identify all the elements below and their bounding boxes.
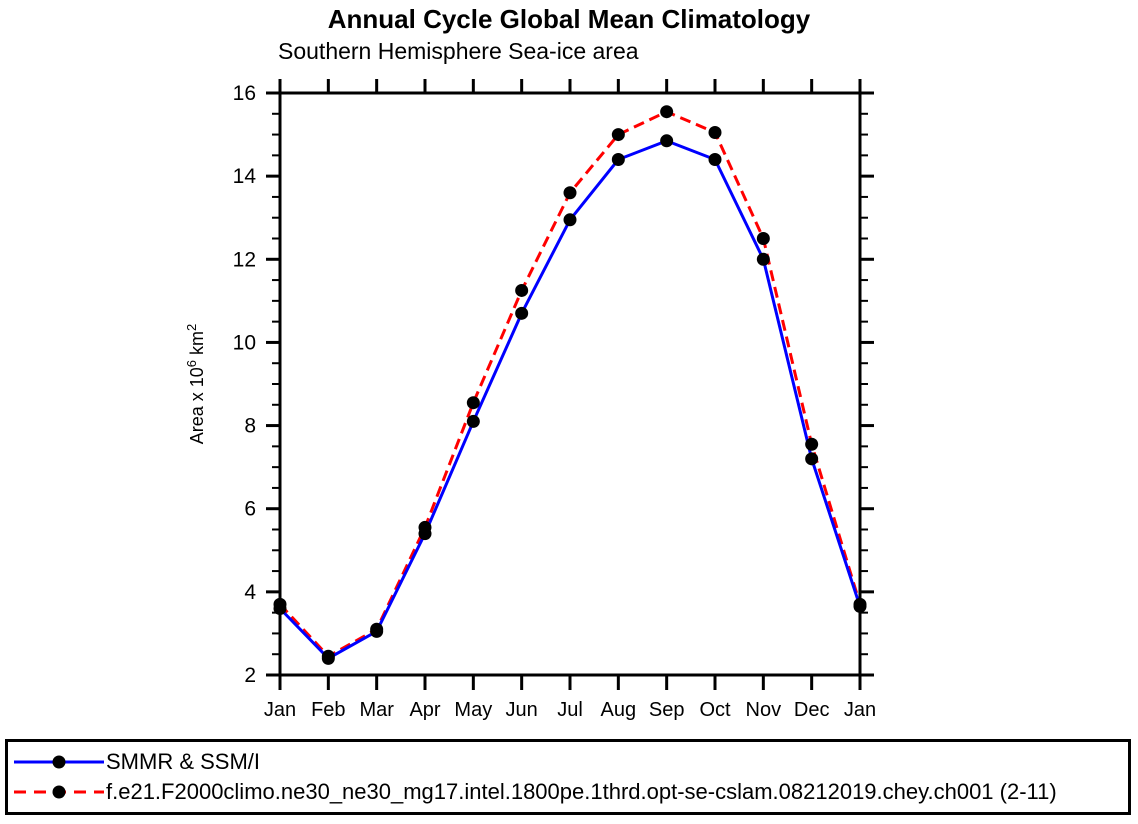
data-point (805, 452, 819, 466)
legend-item-1: f.e21.F2000climo.ne30_ne30_mg17.intel.18… (14, 781, 1128, 803)
x-tick-label: Nov (746, 699, 782, 721)
x-tick-label: Jan (844, 699, 876, 721)
x-tick-label: Mar (359, 699, 394, 721)
legend-dashed-line-sample (14, 785, 104, 799)
y-tick-label: 16 (233, 82, 256, 105)
x-tick-label: Jun (506, 699, 538, 721)
legend-marker-icon (52, 785, 66, 799)
data-point (660, 105, 674, 119)
data-point (418, 520, 432, 534)
data-point (370, 622, 384, 636)
data-point (466, 414, 480, 428)
data-point (515, 306, 529, 320)
data-point (273, 597, 287, 611)
x-tick-label: Dec (794, 699, 830, 721)
x-tick-label: Apr (409, 699, 440, 721)
legend-solid-line-sample (14, 755, 104, 769)
x-tick-label: May (454, 699, 492, 721)
x-tick-label: Jan (264, 699, 296, 721)
data-point (466, 396, 480, 410)
plot-frame (278, 91, 862, 677)
x-tick-label: Feb (311, 699, 345, 721)
y-tick-label: 8 (244, 415, 256, 438)
x-tick-label: Sep (649, 699, 685, 721)
y-tick-label: 6 (244, 498, 256, 521)
data-point (805, 437, 819, 451)
data-point (611, 153, 625, 167)
data-point (708, 125, 722, 139)
y-tick-label: 12 (233, 248, 256, 271)
y-tick-label: 10 (233, 331, 256, 354)
y-tick-label: 4 (244, 581, 256, 604)
legend-label: f.e21.F2000climo.ne30_ne30_mg17.intel.18… (106, 779, 1057, 805)
y-tick-label: 2 (244, 664, 256, 687)
data-point (853, 597, 867, 611)
plot-area: 2 4 6 8 10 12 14 16 Jan Feb Mar Apr May Jun Jul Aug Sep O… (184, 79, 876, 721)
chart-subtitle: Southern Hemisphere Sea-ice area (278, 38, 639, 64)
y-tick-label: 14 (233, 165, 257, 188)
data-point (515, 283, 529, 297)
legend-box: SMMR & SSM/I f.e21.F2000climo.ne30_ne30_m… (5, 739, 1131, 815)
data-point (563, 186, 577, 200)
legend-item-0: SMMR & SSM/I (14, 748, 1128, 774)
legend-label: SMMR & SSM/I (106, 748, 261, 774)
data-point (708, 153, 722, 167)
x-tick-label: Oct (699, 699, 731, 721)
data-point (321, 649, 335, 663)
y-axis-title: Area x 106 km2 (184, 324, 207, 445)
data-point (611, 128, 625, 142)
data-point (563, 213, 577, 227)
data-point (756, 232, 770, 245)
legend-marker-icon (52, 755, 66, 769)
x-tick-label: Aug (601, 699, 637, 721)
data-point (756, 252, 770, 266)
data-point (660, 134, 674, 148)
x-tick-label: Jul (557, 699, 583, 721)
chart-title: Annual Cycle Global Mean Climatology (327, 4, 811, 34)
